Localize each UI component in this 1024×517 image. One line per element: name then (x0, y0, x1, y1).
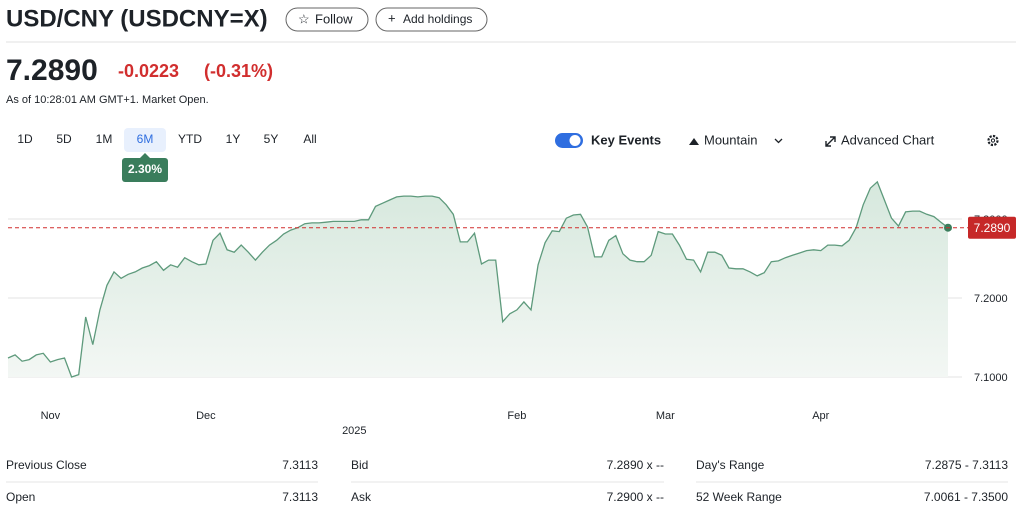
stat-label: Day's Range (696, 458, 765, 472)
range-buttons: 1D 5D 1M 6M YTD 1Y 5Y All 2.30% (17, 128, 317, 182)
range-button[interactable]: 1Y (226, 132, 241, 146)
toggle-knob (569, 135, 581, 146)
chart-style[interactable]: Mountain (704, 132, 757, 147)
range-button[interactable]: 6M (137, 132, 154, 146)
change-percent: (-0.31%) (204, 61, 273, 81)
stat-value: 7.3113 (282, 490, 318, 504)
y-tick-label: 7.1000 (974, 372, 1008, 384)
stat-value: 7.3113 (282, 458, 318, 472)
price-line (7, 180, 949, 378)
x-tick-label: Feb (507, 410, 526, 422)
stat-value: 7.0061 - 7.3500 (924, 490, 1008, 504)
current-price-label: 7.2890 (974, 221, 1011, 235)
star-icon: ☆ (298, 11, 310, 26)
mountain-icon (689, 138, 699, 145)
range-button[interactable]: 1D (17, 132, 33, 146)
title: USD/CNY (USDCNY=X) (6, 5, 268, 32)
area-fill (8, 181, 948, 377)
x-tick-label: Nov (41, 410, 61, 422)
add-holdings-label: Add holdings (403, 12, 472, 26)
stat-label: Ask (351, 490, 372, 504)
stats: Previous Close 7.3113 Bid 7.2890 x -- Day's … (6, 458, 1009, 515)
advanced-chart[interactable]: Advanced Chart (841, 132, 935, 147)
stat-value: 7.2900 x -- (607, 490, 664, 504)
range-button[interactable]: All (303, 132, 316, 146)
chevron (774, 138, 783, 144)
plus-icon: + (388, 10, 396, 25)
x-tick-label: Dec (196, 410, 216, 422)
range-change: 2.30% (128, 162, 162, 176)
follow-button[interactable] (285, 7, 369, 32)
stat-label: Open (6, 490, 35, 504)
add-holdings-button[interactable] (375, 7, 488, 32)
settings-icon[interactable] (987, 134, 999, 147)
badge-pointer (140, 153, 150, 158)
x-tick-label: Mar (656, 410, 675, 422)
stat-label: Bid (351, 458, 368, 472)
y-tick-label: 7.2000 (974, 293, 1008, 305)
range-change-badge (122, 158, 168, 182)
current-price-box (968, 216, 1016, 239)
range-button[interactable]: 1M (96, 132, 113, 146)
stat-value: 7.2890 x -- (607, 458, 664, 472)
as-of: As of 10:28:01 AM GMT+1. Market Open. (6, 94, 209, 106)
price: 7.2890 (6, 54, 98, 87)
change: -0.0223 (118, 61, 179, 81)
selected-range-bg (124, 128, 166, 152)
range-button[interactable]: 5D (56, 132, 72, 146)
stat-label: Previous Close (6, 458, 87, 472)
stat-label: 52 Week Range (696, 490, 782, 504)
chart: 7.10007.20007.3000NovDec2025FebMarApr7.2… (7, 180, 1016, 437)
settings-center (990, 138, 996, 143)
follow-label: Follow (315, 11, 353, 26)
range-button[interactable]: 5Y (264, 132, 279, 146)
x-tick-label: Apr (812, 410, 829, 422)
stat-value: 7.2875 - 7.3113 (925, 458, 1009, 472)
key-events: Key Events (591, 132, 661, 147)
range-button[interactable]: YTD (178, 132, 202, 146)
expand-icon (825, 136, 836, 147)
x-tick-label: 2025 (342, 425, 366, 437)
